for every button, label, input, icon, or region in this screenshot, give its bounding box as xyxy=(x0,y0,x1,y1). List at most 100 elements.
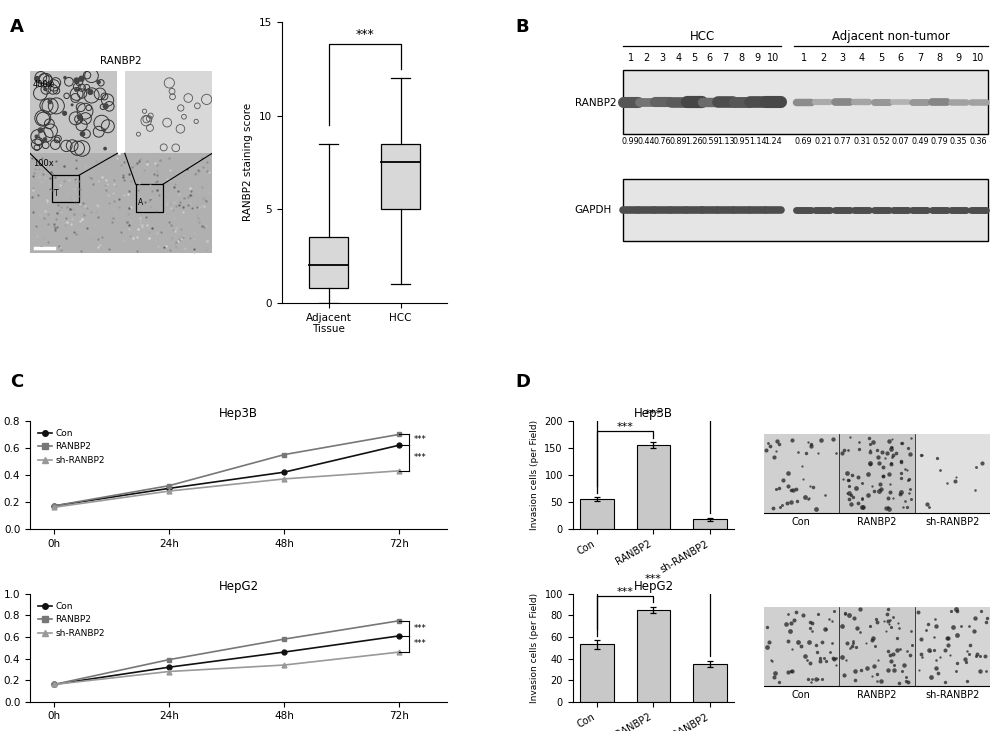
Bar xyxy=(52,175,79,202)
Bar xyxy=(915,607,990,686)
Text: 5: 5 xyxy=(691,53,697,63)
Text: 0.36: 0.36 xyxy=(969,137,987,146)
Title: HepG2: HepG2 xyxy=(219,580,259,593)
sh-RANBP2 xyxy=(48,680,60,689)
RANBP2 xyxy=(48,680,60,689)
Line: Con: Con xyxy=(52,634,402,687)
Text: 6: 6 xyxy=(707,53,713,63)
Text: ***: *** xyxy=(414,640,427,648)
Bar xyxy=(915,433,990,512)
Circle shape xyxy=(103,147,107,151)
Text: ***: *** xyxy=(414,435,427,444)
Text: 100x: 100x xyxy=(33,159,53,167)
Text: sh-RANBP2: sh-RANBP2 xyxy=(925,690,979,700)
Bar xyxy=(580,499,614,529)
Text: RANBP2: RANBP2 xyxy=(100,56,142,66)
Circle shape xyxy=(62,111,67,116)
Text: 0.95: 0.95 xyxy=(733,137,751,146)
Bar xyxy=(693,664,727,702)
sh-RANBP2 xyxy=(278,474,290,483)
Text: 1.13: 1.13 xyxy=(717,137,735,146)
Text: 0.99: 0.99 xyxy=(622,137,640,146)
Y-axis label: Invasion cells (per Field): Invasion cells (per Field) xyxy=(530,420,539,530)
Circle shape xyxy=(78,75,85,82)
Text: ***: *** xyxy=(645,409,662,419)
Text: 0.77: 0.77 xyxy=(833,137,851,146)
Text: A: A xyxy=(138,198,143,207)
Text: A: A xyxy=(10,18,24,37)
Text: C: C xyxy=(10,373,23,391)
Text: 2: 2 xyxy=(643,53,650,63)
RANBP2 xyxy=(393,616,405,625)
Text: GAPDH: GAPDH xyxy=(575,205,612,215)
RANBP2 xyxy=(278,635,290,643)
Text: T: T xyxy=(54,189,59,198)
Legend: Con, RANBP2, sh-RANBP2: Con, RANBP2, sh-RANBP2 xyxy=(35,425,108,469)
Title: Hep3B: Hep3B xyxy=(219,406,258,420)
sh-RANBP2 xyxy=(48,503,60,512)
Text: ***: *** xyxy=(355,28,374,41)
Title: HepG2: HepG2 xyxy=(633,580,674,593)
Con xyxy=(278,648,290,656)
Circle shape xyxy=(38,127,43,133)
Text: 10: 10 xyxy=(767,53,779,63)
Circle shape xyxy=(43,137,47,142)
Text: 3: 3 xyxy=(839,53,845,63)
Line: RANBP2: RANBP2 xyxy=(52,618,402,687)
Text: ***: *** xyxy=(617,422,634,432)
Circle shape xyxy=(34,76,40,82)
Bar xyxy=(580,645,614,702)
Text: 1: 1 xyxy=(628,53,634,63)
Text: HCC: HCC xyxy=(689,31,715,43)
Bar xyxy=(623,179,988,241)
RANBP2 xyxy=(163,481,175,490)
Legend: Con, RANBP2, sh-RANBP2: Con, RANBP2, sh-RANBP2 xyxy=(35,598,108,642)
Text: RANBP2: RANBP2 xyxy=(857,690,897,700)
Text: ***: *** xyxy=(645,574,662,584)
Text: RANBP2: RANBP2 xyxy=(575,99,616,108)
Bar xyxy=(623,69,988,135)
Text: 6: 6 xyxy=(898,53,904,63)
Circle shape xyxy=(73,77,80,83)
Bar xyxy=(125,72,212,154)
Text: 9: 9 xyxy=(956,53,962,63)
sh-RANBP2 xyxy=(278,661,290,670)
Text: 8: 8 xyxy=(936,53,942,63)
Circle shape xyxy=(87,89,93,95)
Text: Adjacent non-tumor: Adjacent non-tumor xyxy=(832,31,950,43)
Circle shape xyxy=(74,79,80,84)
Text: 3: 3 xyxy=(659,53,665,63)
Text: 0.59: 0.59 xyxy=(701,137,719,146)
Bar xyxy=(764,433,839,512)
Text: 0.79: 0.79 xyxy=(931,137,948,146)
Circle shape xyxy=(80,131,85,137)
Bar xyxy=(309,238,348,288)
Bar xyxy=(637,445,670,529)
Circle shape xyxy=(77,114,83,120)
Bar xyxy=(693,519,727,529)
Circle shape xyxy=(71,103,74,107)
Bar xyxy=(136,184,163,211)
Text: 0.49: 0.49 xyxy=(911,137,929,146)
Text: D: D xyxy=(515,373,530,391)
Bar xyxy=(381,144,420,209)
Bar xyxy=(30,154,212,254)
Text: 1.14: 1.14 xyxy=(749,137,766,146)
Text: 0.76: 0.76 xyxy=(654,137,671,146)
Text: 1.26: 1.26 xyxy=(685,137,703,146)
Text: 400x: 400x xyxy=(33,80,53,89)
Circle shape xyxy=(103,129,106,132)
Text: 1.24: 1.24 xyxy=(765,137,782,146)
Con xyxy=(163,663,175,672)
Con xyxy=(163,484,175,493)
Con xyxy=(48,680,60,689)
Text: 8: 8 xyxy=(739,53,745,63)
RANBP2 xyxy=(278,450,290,459)
sh-RANBP2 xyxy=(163,487,175,496)
Text: 0.07: 0.07 xyxy=(892,137,909,146)
RANBP2 xyxy=(393,430,405,439)
Text: Con: Con xyxy=(792,518,811,527)
Text: 0.52: 0.52 xyxy=(872,137,890,146)
Text: 4: 4 xyxy=(859,53,865,63)
Text: Con: Con xyxy=(792,690,811,700)
